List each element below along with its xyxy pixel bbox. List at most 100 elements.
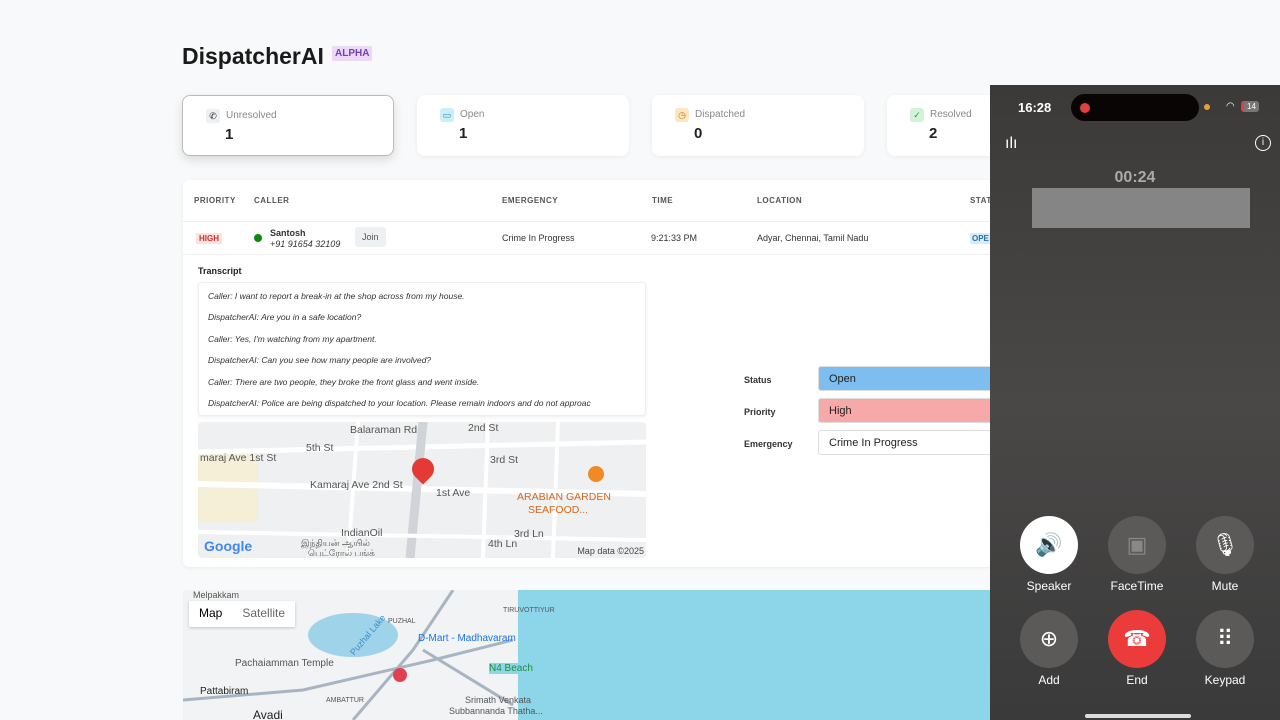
- map-attribution: Map data ©2025: [577, 546, 644, 556]
- restaurant-icon[interactable]: [588, 466, 604, 482]
- keypad-button[interactable]: ⠿: [1196, 610, 1254, 668]
- stat-value: 1: [459, 125, 468, 142]
- add-label: Add: [1038, 673, 1060, 687]
- status-badge: OPE: [970, 233, 991, 244]
- check-icon: ✓: [910, 108, 924, 122]
- map-type-control: Map Satellite: [189, 601, 296, 627]
- col-location: LOCATION: [757, 196, 803, 205]
- stat-card-unresolved[interactable]: ✆ Unresolved 1: [182, 95, 394, 156]
- map-label: பெட்ரோல் பங்க்: [308, 548, 375, 558]
- wifi-icon: ◠: [1226, 101, 1235, 112]
- phone-clock: 16:28: [1018, 100, 1052, 115]
- map-label: Balaraman Rd: [350, 424, 418, 436]
- map-label: 3rd St: [490, 454, 519, 466]
- stat-value: 0: [694, 125, 703, 142]
- keypad-label: Keypad: [1204, 673, 1246, 687]
- mic-indicator-icon: [1204, 104, 1210, 110]
- end-call-button[interactable]: ☎: [1108, 610, 1166, 668]
- map-label: PUZHAL: [388, 618, 416, 625]
- map-label: Melpakkam: [193, 590, 240, 600]
- status-select[interactable]: Open: [818, 366, 993, 391]
- location-map[interactable]: Balaraman Rd 2nd St 5th St maraj Ave 1st…: [198, 422, 646, 558]
- stat-label: Dispatched: [695, 109, 746, 120]
- map-label: TIRUVOTTIYUR: [503, 607, 555, 614]
- map-label: D-Mart - Madhavaram: [418, 633, 516, 644]
- stat-value: 1: [225, 126, 234, 143]
- facetime-button[interactable]: ▣: [1108, 516, 1166, 574]
- transcript-line: DispatcherAI: Are you in a safe location…: [208, 312, 362, 323]
- online-status-dot: [254, 234, 262, 242]
- map-label: Avadi: [253, 708, 283, 720]
- overview-map[interactable]: Map Satellite Melpakkam Puzhal Lake PUZH…: [183, 590, 993, 720]
- caller-phone: +91 91654 32109: [270, 239, 341, 249]
- location-cell: Adyar, Chennai, Tamil Nadu: [757, 233, 869, 243]
- transcript-line: DispatcherAI: Can you see how many peopl…: [208, 355, 432, 366]
- join-button[interactable]: Join: [355, 227, 386, 247]
- transcript-box[interactable]: Caller: I want to report a break-in at t…: [198, 282, 646, 416]
- map-type-satellite-tab[interactable]: Satellite: [242, 606, 286, 620]
- priority-label: Priority: [744, 407, 776, 417]
- map-terrain: [183, 590, 993, 720]
- stat-value: 2: [929, 125, 938, 142]
- transcript-line: DispatcherAI: Police are being dispatche…: [208, 397, 591, 408]
- facetime-label: FaceTime: [1110, 579, 1164, 593]
- mute-button[interactable]: 🎙: [1196, 516, 1254, 574]
- map-label: SEAFOOD...: [528, 504, 589, 516]
- clock-icon: ◷: [675, 108, 689, 122]
- phone-icon: ✆: [206, 109, 220, 123]
- priority-select[interactable]: High: [818, 398, 993, 423]
- home-indicator[interactable]: [1085, 714, 1191, 718]
- emergency-label: Emergency: [744, 439, 793, 449]
- call-timer: 00:24: [1114, 169, 1156, 186]
- map-label: Pattabiram: [200, 686, 249, 697]
- battery-indicator: 14: [1241, 101, 1259, 112]
- map-label: 5th St: [306, 442, 334, 454]
- map-label: Subbannanda Thatha...: [449, 706, 543, 716]
- map-type-map-tab[interactable]: Map: [199, 606, 223, 620]
- map-label: ARABIAN GARDEN: [517, 491, 611, 503]
- mute-icon: 🎙: [1211, 532, 1239, 557]
- stat-card-dispatched[interactable]: ◷ Dispatched 0: [652, 95, 864, 156]
- map-label: 4th Ln: [488, 538, 518, 550]
- info-icon[interactable]: i: [1255, 135, 1271, 151]
- caller-name: Santosh: [270, 228, 306, 238]
- facetime-icon: ▣: [1126, 532, 1148, 557]
- transcript-line: Caller: There are two people, they broke…: [208, 376, 480, 387]
- add-person-icon: ⊕: [1039, 626, 1059, 651]
- map-label: 2nd St: [468, 422, 499, 434]
- emergency-cell: Crime In Progress: [502, 233, 575, 243]
- audio-waveform-icon[interactable]: ılı: [1005, 135, 1018, 152]
- hospital-icon[interactable]: [393, 668, 407, 682]
- emergency-select[interactable]: Crime In Progress: [818, 430, 993, 455]
- stat-card-open[interactable]: ▭ Open 1: [417, 95, 629, 156]
- stat-label: Unresolved: [226, 110, 277, 121]
- status-label: Status: [744, 375, 772, 385]
- folder-icon: ▭: [440, 108, 454, 122]
- transcript-line: Caller: Yes, I'm watching from my apartm…: [208, 333, 377, 344]
- map-roads: [198, 422, 646, 558]
- speaker-label: Speaker: [1026, 579, 1072, 593]
- col-emergency: EMERGENCY: [502, 196, 559, 205]
- map-label: Kamaraj Ave 2nd St: [310, 479, 403, 491]
- speaker-button[interactable]: 🔊: [1020, 516, 1078, 574]
- map-label: AMBATTUR: [326, 697, 364, 704]
- col-status: STAT: [970, 196, 992, 205]
- keypad-icon: ⠿: [1216, 626, 1234, 651]
- time-cell: 9:21:33 PM: [651, 233, 698, 243]
- app-title: DispatcherAI: [182, 43, 324, 69]
- priority-badge: HIGH: [196, 233, 222, 244]
- col-time: TIME: [652, 196, 674, 205]
- end-call-icon: ☎: [1123, 626, 1151, 651]
- transcript-line: Caller: I want to report a break-in at t…: [208, 291, 465, 301]
- transcript-title: Transcript: [198, 266, 242, 276]
- stat-label: Open: [460, 109, 485, 120]
- map-label: இந்தியன் ஆயில்: [301, 538, 370, 548]
- google-logo: Google: [204, 538, 253, 554]
- map-label: maraj Ave 1st St: [200, 452, 277, 464]
- redacted-caller-name: [1032, 188, 1250, 228]
- stat-label: Resolved: [930, 109, 972, 120]
- phone-call-overlay: 16:28 ◠ 14 ılı i 00:24 🔊 Speaker ▣ FaceT…: [990, 85, 1280, 720]
- map-label: Pachaiamman Temple: [235, 658, 334, 669]
- map-label: 1st Ave: [436, 487, 471, 499]
- add-call-button[interactable]: ⊕: [1020, 610, 1078, 668]
